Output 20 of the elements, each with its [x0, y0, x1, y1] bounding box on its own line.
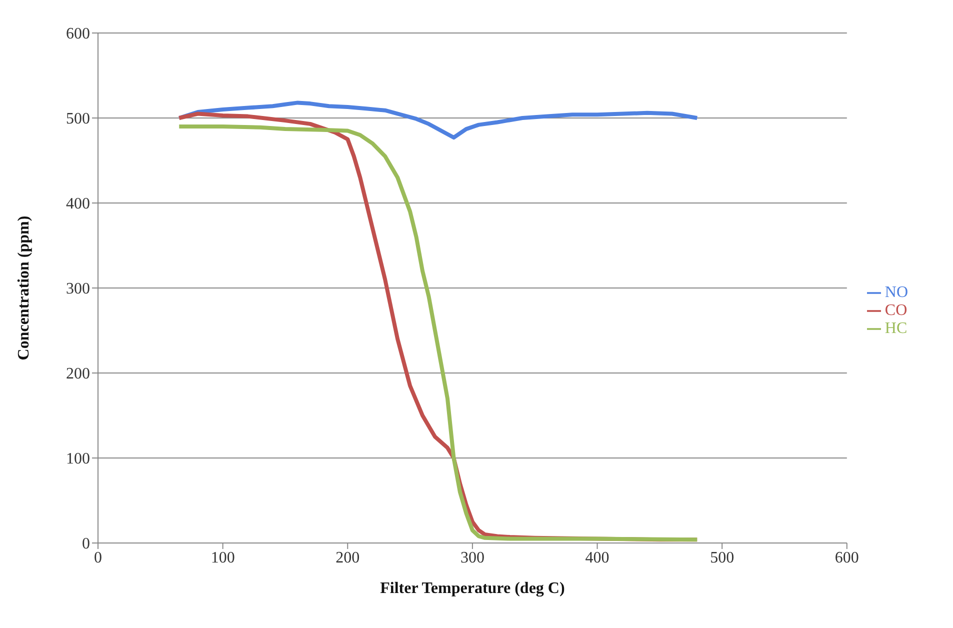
y-tick-label: 300: [66, 280, 90, 298]
x-tick-label: 0: [94, 549, 102, 566]
y-axis-title: Concentration (ppm): [16, 216, 33, 360]
x-axis-title: Filter Temperature (deg C): [380, 580, 565, 597]
x-tick-label: 300: [460, 549, 484, 566]
y-tick-label: 400: [66, 196, 90, 213]
y-tick-label: 100: [66, 450, 90, 468]
y-tick-label: 0: [82, 536, 90, 553]
y-tick-label: 600: [66, 26, 90, 43]
x-tick-label: 200: [336, 549, 360, 566]
x-tick-label: 400: [585, 549, 610, 566]
legend-label: CO: [884, 302, 908, 318]
x-tick-label: 100: [210, 549, 235, 566]
y-tick-label: 200: [66, 366, 90, 383]
legend-label: NO: [884, 284, 908, 300]
legend-label: HC: [884, 320, 908, 336]
x-tick-label: 500: [710, 549, 734, 566]
y-tick-label: 500: [66, 110, 90, 128]
x-tick-label: 600: [834, 549, 859, 566]
line-series: [177, 100, 700, 140]
